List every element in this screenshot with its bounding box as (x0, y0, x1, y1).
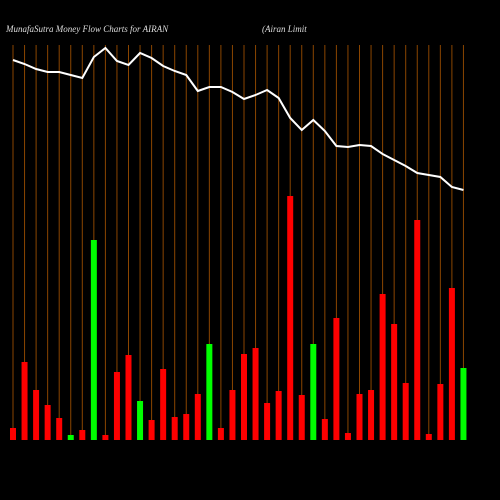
bar (137, 401, 144, 440)
bar (113, 372, 120, 440)
bar (391, 324, 398, 440)
bar (321, 419, 328, 440)
bar (171, 417, 178, 440)
bar (425, 434, 432, 440)
bar (102, 435, 109, 440)
bar (368, 390, 375, 440)
bar (356, 394, 363, 440)
bar (194, 394, 201, 440)
bar (310, 344, 317, 440)
bar (148, 420, 155, 440)
bar (344, 433, 351, 440)
bar (241, 354, 247, 440)
bar (67, 435, 74, 440)
bar (379, 294, 386, 440)
bar (79, 430, 86, 440)
bar (206, 344, 213, 440)
bar (287, 196, 294, 440)
bar (437, 384, 444, 440)
bar (252, 348, 259, 440)
chart-title: MunafaSutra Money Flow Charts for AIRAN (5, 24, 169, 34)
bar (33, 390, 40, 440)
bar (402, 383, 409, 440)
bar (44, 405, 51, 440)
bar (414, 220, 421, 440)
bar (448, 288, 455, 440)
bar (275, 391, 282, 440)
bar (229, 390, 236, 440)
bar (460, 368, 467, 440)
bar (298, 395, 305, 440)
bar (160, 369, 167, 440)
bar (56, 418, 63, 440)
chart-subtitle: (Airan Limit (262, 24, 307, 34)
bar (183, 414, 190, 440)
price-line (12, 46, 464, 191)
bar (21, 362, 28, 440)
bar (217, 428, 224, 440)
bar (90, 240, 97, 440)
bar (125, 355, 132, 440)
bar (333, 318, 340, 440)
bar (264, 403, 271, 440)
bar (10, 428, 16, 440)
